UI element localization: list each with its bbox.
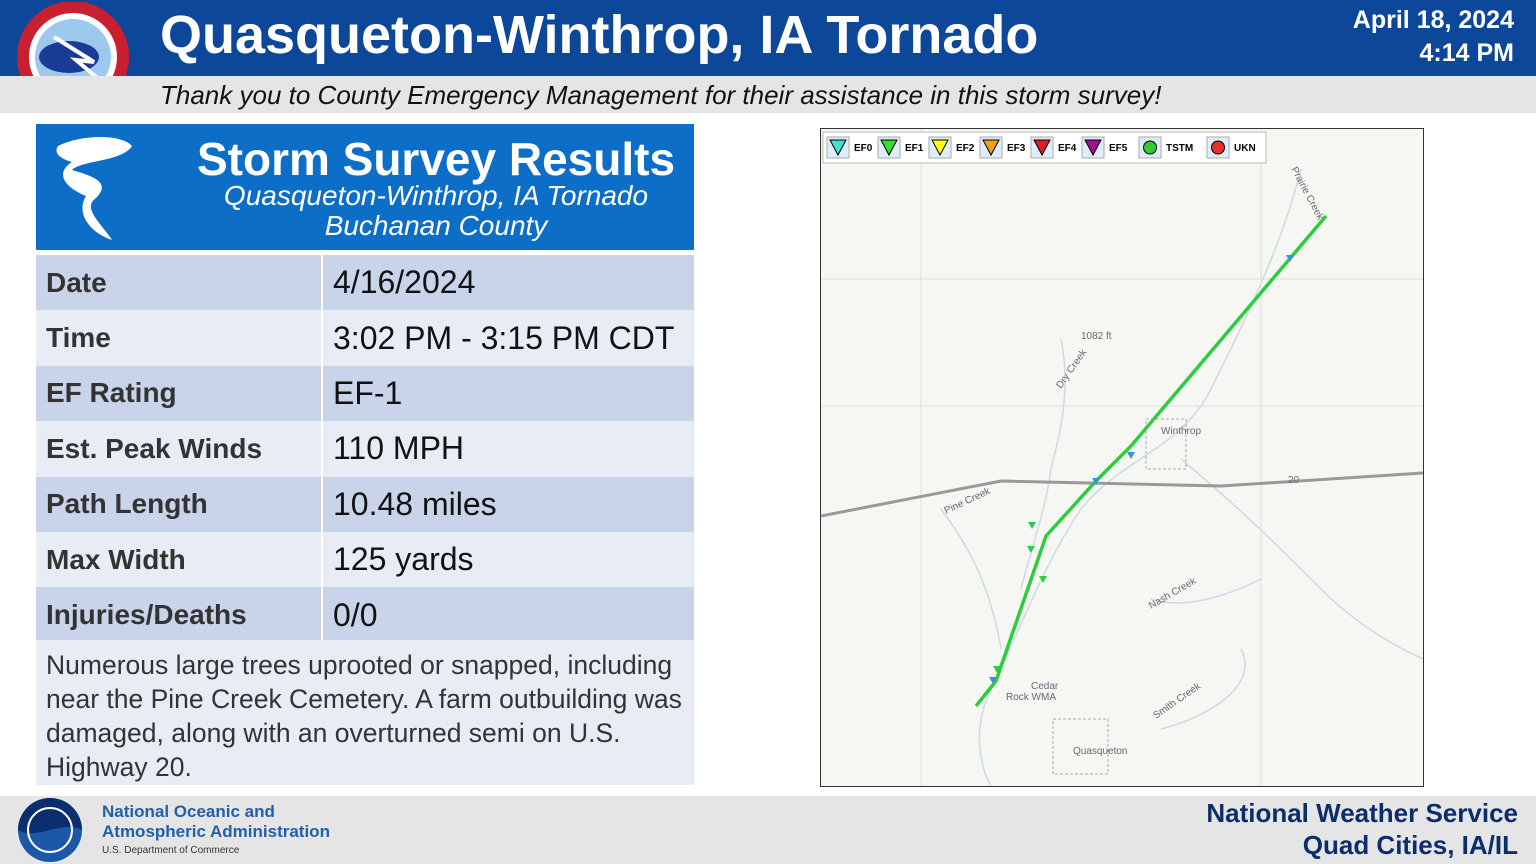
panel-title: Storm Survey Results <box>196 133 676 185</box>
legend-icon <box>829 139 847 157</box>
map-label: Quasqueton <box>1073 746 1128 757</box>
office-location: Quad Cities, IA/IL <box>1302 830 1518 860</box>
legend-label: EF2 <box>956 143 975 154</box>
table-row: EF Rating EF-1 <box>36 365 694 422</box>
row-value: 10.48 miles <box>333 485 497 522</box>
legend-label: EF5 <box>1109 143 1128 154</box>
row-label: EF Rating <box>36 365 323 422</box>
legend-icon <box>1033 139 1051 157</box>
map-label: Rock WMA <box>1006 692 1056 703</box>
row-value: 3:02 PM - 3:15 PM CDT <box>333 319 675 356</box>
legend-icon <box>982 139 1000 157</box>
legend-label: UKN <box>1234 143 1256 154</box>
footer-bar <box>0 796 1536 864</box>
legend-label: EF0 <box>854 143 873 154</box>
results-table: Date 4/16/2024 Time 3:02 PM - 3:15 PM CDT EF… <box>36 255 694 643</box>
department: U.S. Department of Commerce <box>102 845 240 856</box>
legend-icon <box>880 139 898 157</box>
event-name: Quasqueton-Winthrop, IA Tornado <box>223 180 649 211</box>
county: Buchanan County <box>324 210 548 241</box>
row-label: Date <box>36 255 323 311</box>
row-value: EF-1 <box>333 374 403 411</box>
agency-name: Atmospheric Administration <box>102 822 330 841</box>
row-label: Max Width <box>36 531 323 588</box>
table-row: Injuries/Deaths 0/0 <box>36 587 694 643</box>
map-label: Cedar <box>1031 681 1059 692</box>
header-bar <box>0 0 1536 76</box>
table-row: Time 3:02 PM - 3:15 PM CDT <box>36 310 694 366</box>
row-value: 125 yards <box>333 541 474 578</box>
row-label: Injuries/Deaths <box>36 587 323 643</box>
title: Quasqueton-Winthrop, IA Tornado <box>160 5 1039 65</box>
agency-name: National Oceanic and <box>102 802 275 821</box>
issue-time: 4:14 PM <box>1419 39 1514 67</box>
table-row: Max Width 125 yards <box>36 531 694 588</box>
map-label: 20 <box>1288 475 1300 486</box>
legend-icon <box>1084 139 1102 157</box>
row-label: Time <box>36 310 323 366</box>
row-value: 110 MPH <box>333 430 465 467</box>
legend-icon <box>931 139 949 157</box>
noaa-logo <box>18 798 82 862</box>
table-row: Path Length 10.48 miles <box>36 476 694 532</box>
table-row: Date 4/16/2024 <box>36 255 694 311</box>
legend-label: TSTM <box>1166 143 1193 154</box>
subtitle-bar <box>0 76 1536 113</box>
legend-icon <box>1211 140 1225 155</box>
row-value: 0/0 <box>333 596 378 633</box>
map-label: Winthrop <box>1161 426 1201 437</box>
legend-icon <box>1143 140 1157 155</box>
legend-label: EF4 <box>1058 143 1077 154</box>
map: EF0 EF1 EF2 EF3 EF4 EF5 TSTM UKN Prairie Creek1… <box>820 128 1424 787</box>
row-label: Est. Peak Winds <box>36 421 323 477</box>
notes: Numerous large trees uprooted or snapped… <box>36 640 694 785</box>
panel-header: Storm Survey Results Quasqueton-Winthrop… <box>36 124 694 250</box>
issue-date: April 18, 2024 <box>1352 6 1514 34</box>
tornado-icon <box>56 137 132 240</box>
legend-label: EF1 <box>905 143 924 154</box>
subtitle: Thank you to County Emergency Management… <box>160 80 1162 110</box>
table-row: Est. Peak Winds 110 MPH <box>36 421 694 477</box>
map-label: 1082 ft <box>1081 331 1112 342</box>
row-value: 4/16/2024 <box>333 264 476 301</box>
legend-label: EF3 <box>1007 143 1026 154</box>
row-label: Path Length <box>36 476 323 532</box>
office-name: National Weather Service <box>1206 798 1518 828</box>
